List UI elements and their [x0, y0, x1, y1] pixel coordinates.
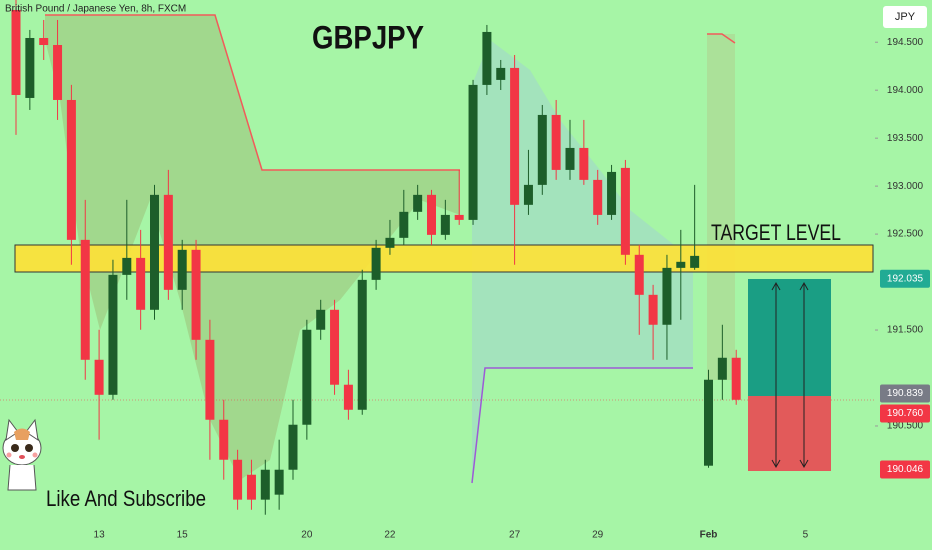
- candle-body: [246, 474, 256, 500]
- chart-subtitle: British Pound / Japanese Yen, 8h, FXCM: [5, 4, 186, 15]
- candle-body: [177, 249, 187, 290]
- x-tick-label: 27: [509, 530, 521, 541]
- candle-body: [607, 171, 617, 215]
- candle-body: [80, 239, 90, 360]
- candle-body: [122, 257, 132, 275]
- currency-box: [883, 6, 927, 28]
- currency-label: JPY: [895, 11, 916, 23]
- y-tick-label: 193.500: [887, 133, 924, 144]
- candle-body: [690, 255, 700, 268]
- candle-body: [717, 357, 727, 380]
- candle-body: [233, 459, 243, 500]
- candle-body: [565, 147, 575, 170]
- candle-body: [731, 357, 741, 400]
- candle-body: [66, 99, 76, 240]
- candle-body: [676, 261, 686, 268]
- x-tick-label: 15: [177, 530, 189, 541]
- candle-body: [704, 379, 713, 466]
- candle-body: [454, 214, 464, 220]
- candle-body: [579, 147, 589, 180]
- candle-body: [25, 37, 35, 98]
- candle-body: [427, 194, 436, 235]
- candle-body: [94, 359, 104, 395]
- candle-body: [482, 31, 492, 85]
- stop-line: [471, 367, 693, 484]
- candles: [11, 0, 741, 515]
- candle-body: [150, 194, 159, 310]
- x-tick-label: 22: [384, 530, 396, 541]
- candle-body: [191, 249, 201, 340]
- range-arrows: [771, 281, 809, 469]
- target-label: TARGET LEVEL: [711, 220, 841, 245]
- x-tick-label: 20: [301, 530, 313, 541]
- candle-body: [302, 329, 312, 425]
- y-tick-label: 194.000: [887, 85, 924, 96]
- candle-body: [288, 424, 298, 470]
- candle-body: [510, 67, 520, 205]
- candle-body: [11, 9, 21, 95]
- candle-body: [413, 194, 423, 212]
- candle-body: [634, 254, 644, 295]
- price-label: 190.046: [887, 464, 924, 475]
- price-label: 192.035: [887, 273, 924, 284]
- y-tick-label: 193.000: [887, 181, 924, 192]
- candle-body: [648, 294, 658, 325]
- candle-body: [496, 67, 506, 80]
- candle-body: [399, 211, 409, 238]
- candle-body: [468, 84, 478, 220]
- supertrend-line-2: [707, 33, 736, 44]
- candle-body: [260, 469, 270, 500]
- y-tick-label: 192.500: [887, 229, 924, 240]
- cat-icon: [2, 418, 42, 491]
- stop-loss-box: [748, 396, 831, 471]
- x-tick-label: Feb: [700, 530, 718, 541]
- candle-body: [108, 274, 118, 395]
- bearish-zone-2: [707, 34, 735, 380]
- candle-body: [53, 44, 63, 100]
- price-label-box: [880, 269, 930, 288]
- price-label-box: [880, 460, 930, 479]
- candle-body: [219, 419, 229, 460]
- chart-title: GBPJPY: [312, 19, 424, 55]
- price-label-box: [880, 404, 930, 423]
- price-label-box: [880, 384, 930, 403]
- y-tick-label: 191.500: [887, 325, 924, 336]
- take-profit-box: [748, 279, 831, 396]
- candle-body: [662, 267, 672, 325]
- candle-body: [39, 37, 49, 45]
- y-tick-label: 190.500: [887, 421, 924, 432]
- candle-body: [205, 339, 215, 420]
- candle-body: [620, 167, 630, 255]
- price-label: 190.839: [887, 388, 924, 399]
- candle-body: [593, 179, 603, 215]
- candle-body: [330, 309, 340, 385]
- candle-body: [385, 237, 395, 248]
- x-tick-label: 13: [94, 530, 106, 541]
- x-tick-label: 29: [592, 530, 604, 541]
- candle-body: [440, 214, 450, 235]
- candle-body: [371, 247, 381, 280]
- candle-body: [523, 184, 533, 205]
- y-tick-label: 194.500: [887, 37, 924, 48]
- candle-body: [136, 257, 146, 310]
- candle-body: [316, 309, 326, 330]
- price-label: 190.760: [887, 408, 924, 419]
- candle-body: [537, 114, 547, 185]
- supertrend-line: [45, 14, 460, 171]
- candle-body: [551, 114, 561, 170]
- candle-body: [274, 469, 284, 495]
- footer-text: Like And Subscribe: [46, 486, 206, 511]
- x-tick-label: 5: [803, 530, 809, 541]
- candle-body: [163, 194, 173, 290]
- candle-body: [357, 279, 367, 410]
- candle-body: [343, 384, 353, 410]
